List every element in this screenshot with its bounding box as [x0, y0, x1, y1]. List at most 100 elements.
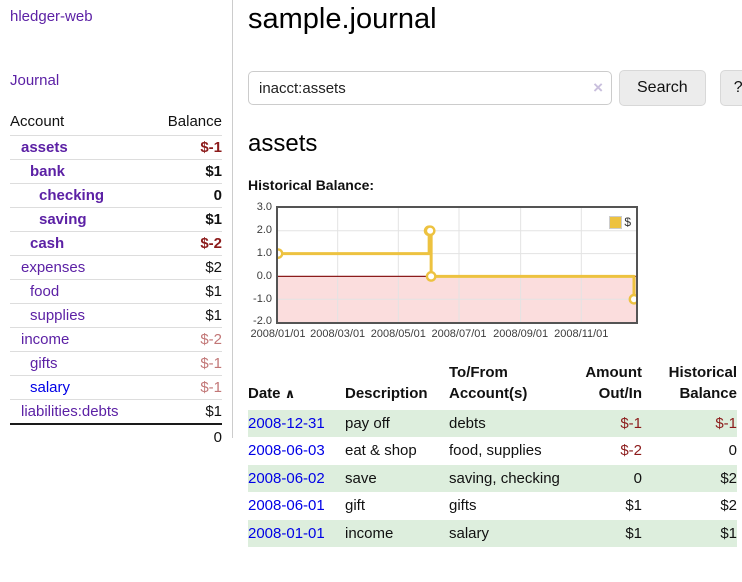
cell-accounts: gifts: [449, 497, 477, 515]
series-label: $: [624, 215, 631, 230]
page-title: sample.journal: [248, 3, 437, 35]
account-row: supplies $1: [10, 303, 222, 328]
account-balance: $1: [151, 159, 222, 184]
account-link[interactable]: saving: [39, 211, 87, 228]
cell-balance: $2: [720, 497, 737, 515]
cell-date: 2008-06-01: [248, 492, 345, 520]
y-axis-tick: 2.0: [256, 224, 272, 237]
cell-accounts: debts: [449, 414, 486, 432]
series-swatch-icon: [609, 215, 623, 229]
account-balance: $-1: [151, 375, 222, 400]
cell-description: save: [345, 469, 377, 487]
account-link[interactable]: food: [30, 283, 60, 300]
transaction-date-link[interactable]: 2008-06-01: [248, 497, 325, 515]
col-description: Description: [345, 384, 428, 402]
search-button[interactable]: Search: [619, 70, 706, 107]
x-axis-tick: 2008/09/01: [493, 328, 549, 341]
account-link[interactable]: liabilities:debts: [21, 403, 119, 420]
transaction-date-link[interactable]: 2008-06-03: [248, 442, 325, 460]
transaction-row: 2008-01-01 income salary $1 $1: [248, 519, 737, 548]
accounts-total-row: 0: [10, 423, 222, 450]
accounts-col-balance: Balance: [151, 110, 222, 136]
cell-accounts: salary: [449, 524, 490, 542]
cell-amount: $1: [625, 497, 642, 515]
account-balance: $1: [151, 303, 222, 328]
account-title: assets: [248, 130, 318, 158]
app-title-link[interactable]: hledger-web: [10, 8, 93, 25]
account-link[interactable]: assets: [21, 139, 68, 156]
historical-balance-chart: $ 3.0 2.0 1.0 0.0 -1.0 -2.0 2008/01/01 2008/03/…: [248, 201, 668, 342]
account-link[interactable]: supplies: [30, 307, 86, 324]
chart-canvas: [278, 208, 636, 323]
app-title: hledger-web: [10, 8, 222, 26]
transaction-date-link[interactable]: 2008-01-01: [248, 524, 325, 542]
account-link[interactable]: gifts: [30, 355, 58, 372]
account-balance: $-1: [151, 351, 222, 376]
accounts-table: Account Balance assets $-1 bank $1 checking 0…: [10, 110, 222, 450]
cell-balance: 0: [728, 442, 737, 460]
account-link[interactable]: checking: [39, 187, 105, 204]
sidebar: hledger-web Journal Account Balance asse…: [0, 0, 233, 450]
transaction-date-link[interactable]: 2008-12-31: [248, 414, 325, 432]
account-row: income $-2: [10, 327, 222, 352]
account-balance: $-2: [151, 327, 222, 352]
cell-date: 2008-06-02: [248, 465, 345, 493]
x-axis-tick: 2008/11/01: [554, 328, 609, 341]
account-balance: $1: [151, 279, 222, 304]
account-row: gifts $-1: [10, 351, 222, 376]
account-link[interactable]: income: [21, 331, 70, 348]
y-axis-tick: -1.0: [253, 292, 272, 305]
transaction-row: 2008-06-01 gift gifts $1 $2: [248, 492, 737, 520]
account-row: liabilities:debts $1: [10, 399, 222, 425]
account-link[interactable]: expenses: [21, 259, 86, 276]
register-table: Date ∧ Description To/From Account(s) Am…: [248, 361, 737, 548]
account-row: salary $-1: [10, 375, 222, 400]
search-input[interactable]: [248, 71, 612, 106]
account-balance: 0: [151, 183, 222, 208]
transaction-row: 2008-06-03 eat & shop food, supplies $-2 0: [248, 437, 737, 465]
account-balance: $1: [151, 207, 222, 232]
cell-balance: $2: [720, 469, 737, 487]
cell-accounts: food, supplies: [449, 442, 542, 460]
col-accounts: To/From Account(s): [449, 364, 528, 402]
transaction-date-link[interactable]: 2008-06-02: [248, 469, 325, 487]
x-axis-tick: 2008/05/01: [370, 328, 426, 341]
chart-plot-area: $: [276, 206, 638, 325]
col-balance: Historical Balance: [668, 364, 737, 402]
x-axis-tick: 2008/03/01: [310, 328, 366, 341]
register-header-row: Date ∧ Description To/From Account(s) Am…: [248, 361, 737, 410]
cell-accounts: saving, checking: [449, 469, 560, 487]
account-row: bank $1: [10, 159, 222, 184]
nav-journal: Journal: [10, 72, 222, 90]
cell-description: eat & shop: [345, 442, 417, 460]
account-balance: $1: [151, 399, 222, 425]
x-axis-tick: 2008/01/01: [250, 328, 306, 341]
col-date[interactable]: Date ∧: [248, 384, 296, 402]
help-button[interactable]: ?: [719, 70, 742, 107]
y-axis-tick: 0.0: [256, 269, 272, 282]
account-row: expenses $2: [10, 255, 222, 280]
account-row: food $1: [10, 279, 222, 304]
chart-label: Historical Balance:: [248, 177, 375, 194]
chart-legend: $: [607, 214, 633, 231]
cell-amount: $-1: [620, 414, 642, 432]
y-axis-tick: -2.0: [253, 315, 272, 328]
cell-description: income: [345, 524, 394, 542]
main-content: sample.journal × Search ? assets Histori…: [248, 0, 742, 548]
cell-amount: 0: [633, 469, 642, 487]
account-balance: $-2: [151, 231, 222, 256]
account-row: cash $-2: [10, 231, 222, 256]
transaction-row: 2008-12-31 pay off debts $-1 $-1: [248, 409, 737, 438]
clear-search-icon[interactable]: ×: [593, 78, 603, 98]
col-amount: Amount Out/In: [585, 364, 642, 402]
account-balance: $-1: [151, 135, 222, 160]
account-balance: $2: [151, 255, 222, 280]
account-link[interactable]: bank: [30, 163, 66, 180]
cell-description: gift: [345, 497, 366, 515]
accounts-total-value: 0: [151, 423, 222, 450]
account-link[interactable]: cash: [30, 235, 65, 252]
account-link[interactable]: salary: [30, 379, 71, 396]
journal-link[interactable]: Journal: [10, 72, 60, 89]
account-row: checking 0: [10, 183, 222, 208]
cell-balance: $1: [720, 524, 737, 542]
